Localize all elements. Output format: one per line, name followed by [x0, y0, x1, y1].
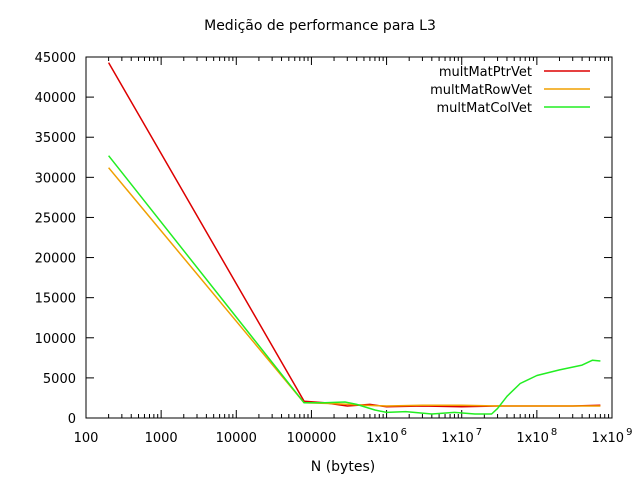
y-tick-label: 15000 [35, 292, 76, 307]
x-tick-label-exponent: 7 [476, 427, 482, 438]
x-tick-label: 1x10 6 [366, 427, 407, 446]
x-axis: 100 1000 10000 100000 1x10 6 1x10 7 1x10 8 1x10 9 [74, 57, 633, 446]
plot-frame [85, 56, 613, 419]
x-tick-label: 1x10 7 [441, 427, 482, 446]
legend: multMatPtrVet multMatRowVet multMatColVet [430, 65, 590, 116]
chart-title: Medição de performance para L3 [204, 18, 436, 34]
legend-label: multMatColVet [436, 101, 532, 116]
x-tick-label: 10000 [216, 431, 257, 446]
x-tick-label: 100 [74, 431, 99, 446]
x-tick-label-main: 1x10 [592, 431, 625, 446]
x-tick-label: 1x10 8 [516, 427, 557, 446]
x-tick-label: 1x10 9 [592, 427, 633, 446]
legend-label: multMatRowVet [430, 83, 532, 98]
legend-label: multMatPtrVet [439, 65, 532, 80]
x-axis-label: N (bytes) [311, 459, 375, 475]
y-tick-label: 30000 [35, 171, 76, 186]
x-tick-label-main: 1x10 [441, 431, 474, 446]
y-tick-label: 20000 [35, 252, 76, 267]
y-tick-label: 25000 [35, 211, 76, 226]
series-lines [107, 62, 601, 415]
y-tick-label: 0 [68, 412, 76, 427]
x-tick-label-exponent: 8 [551, 427, 557, 438]
x-tick-label-main: 1x10 [516, 431, 549, 446]
y-axis: 0 5000 10000 15000 20000 25000 30000 35000 40000… [35, 51, 612, 427]
series-line-multMatColVet [108, 155, 601, 415]
plot-area: 0 5000 10000 15000 20000 25000 30000 35000 40000… [35, 51, 633, 446]
x-tick-label-main: 100 [74, 431, 99, 446]
x-tick-label-main: 1x10 [366, 431, 399, 446]
y-tick-label: 10000 [35, 332, 76, 347]
y-tick-label: 40000 [35, 91, 76, 106]
x-tick-label-main: 10000 [216, 431, 257, 446]
x-tick-label-main: 1000 [145, 431, 178, 446]
x-tick-label: 1000 [145, 431, 178, 446]
x-tick-label-exponent: 9 [626, 427, 632, 438]
x-tick-label-exponent: 6 [401, 427, 407, 438]
y-tick-label: 5000 [43, 372, 76, 387]
x-tick-label: 100000 [287, 431, 337, 446]
y-tick-label: 45000 [35, 51, 76, 66]
series-line-multMatRowVet [108, 167, 601, 407]
x-tick-label-main: 100000 [287, 431, 337, 446]
y-tick-label: 35000 [35, 131, 76, 146]
